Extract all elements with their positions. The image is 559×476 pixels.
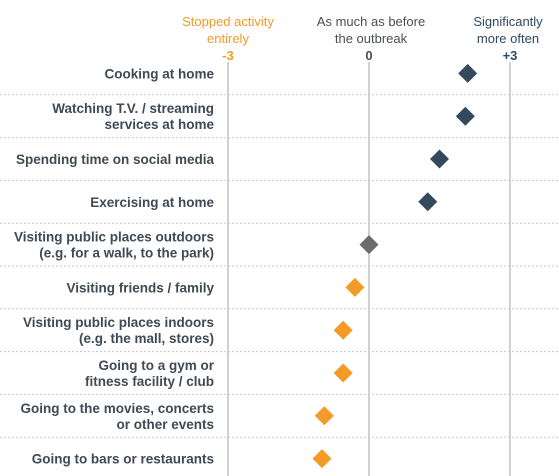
header-neutral-line2: the outbreak xyxy=(335,31,408,46)
data-point-1 xyxy=(455,106,475,126)
data-points xyxy=(312,63,478,469)
category-label-3-line1: Exercising at home xyxy=(90,195,214,210)
x-axis-ticks: -3 0 +3 xyxy=(222,48,517,63)
category-label-7-line2: fitness facility / club xyxy=(85,374,214,389)
data-point-6 xyxy=(333,320,353,340)
header-negative-line1: Stopped activity xyxy=(182,14,274,29)
category-label-7-line1: Going to a gym or xyxy=(98,358,214,373)
grid-layer xyxy=(227,62,511,476)
column-headers: Stopped activity entirely As much as bef… xyxy=(182,14,543,46)
category-label-1-line2: services at home xyxy=(104,117,214,132)
category-label-8-line1: Going to the movies, concerts xyxy=(20,401,214,416)
category-label-8-line2: or other events xyxy=(116,417,214,432)
tick-label-1: 0 xyxy=(365,48,372,63)
category-label-4-line2: (e.g. for a walk, to the park) xyxy=(39,246,214,261)
header-positive-line1: Significantly xyxy=(473,14,543,29)
category-label-6-line2: (e.g. the mall, stores) xyxy=(79,331,214,346)
category-label-4-line1: Visiting public places outdoors xyxy=(14,230,214,245)
data-point-7 xyxy=(333,363,353,383)
data-point-5 xyxy=(345,277,365,297)
category-labels: Cooking at home Watching T.V. / streaming… xyxy=(14,66,215,466)
category-label-9-line1: Going to bars or restaurants xyxy=(32,452,214,467)
header-negative-line2: entirely xyxy=(207,31,249,46)
data-point-8 xyxy=(314,406,334,426)
data-point-9 xyxy=(312,449,332,469)
header-positive-line2: more often xyxy=(477,31,539,46)
data-point-2 xyxy=(430,149,449,169)
category-label-5-line1: Visiting friends / family xyxy=(66,280,214,295)
data-point-4 xyxy=(359,235,379,255)
category-label-2-line1: Spending time on social media xyxy=(16,152,215,167)
header-neutral-line1: As much as before xyxy=(317,14,425,29)
data-point-0 xyxy=(458,63,478,83)
category-label-0-line1: Cooking at home xyxy=(104,66,214,81)
tick-label-2: +3 xyxy=(503,48,518,63)
tick-label-0: -3 xyxy=(222,48,234,63)
row-separators xyxy=(0,94,559,438)
category-label-6-line1: Visiting public places indoors xyxy=(23,315,214,330)
data-point-3 xyxy=(418,192,438,212)
category-label-1-line1: Watching T.V. / streaming xyxy=(52,101,214,116)
